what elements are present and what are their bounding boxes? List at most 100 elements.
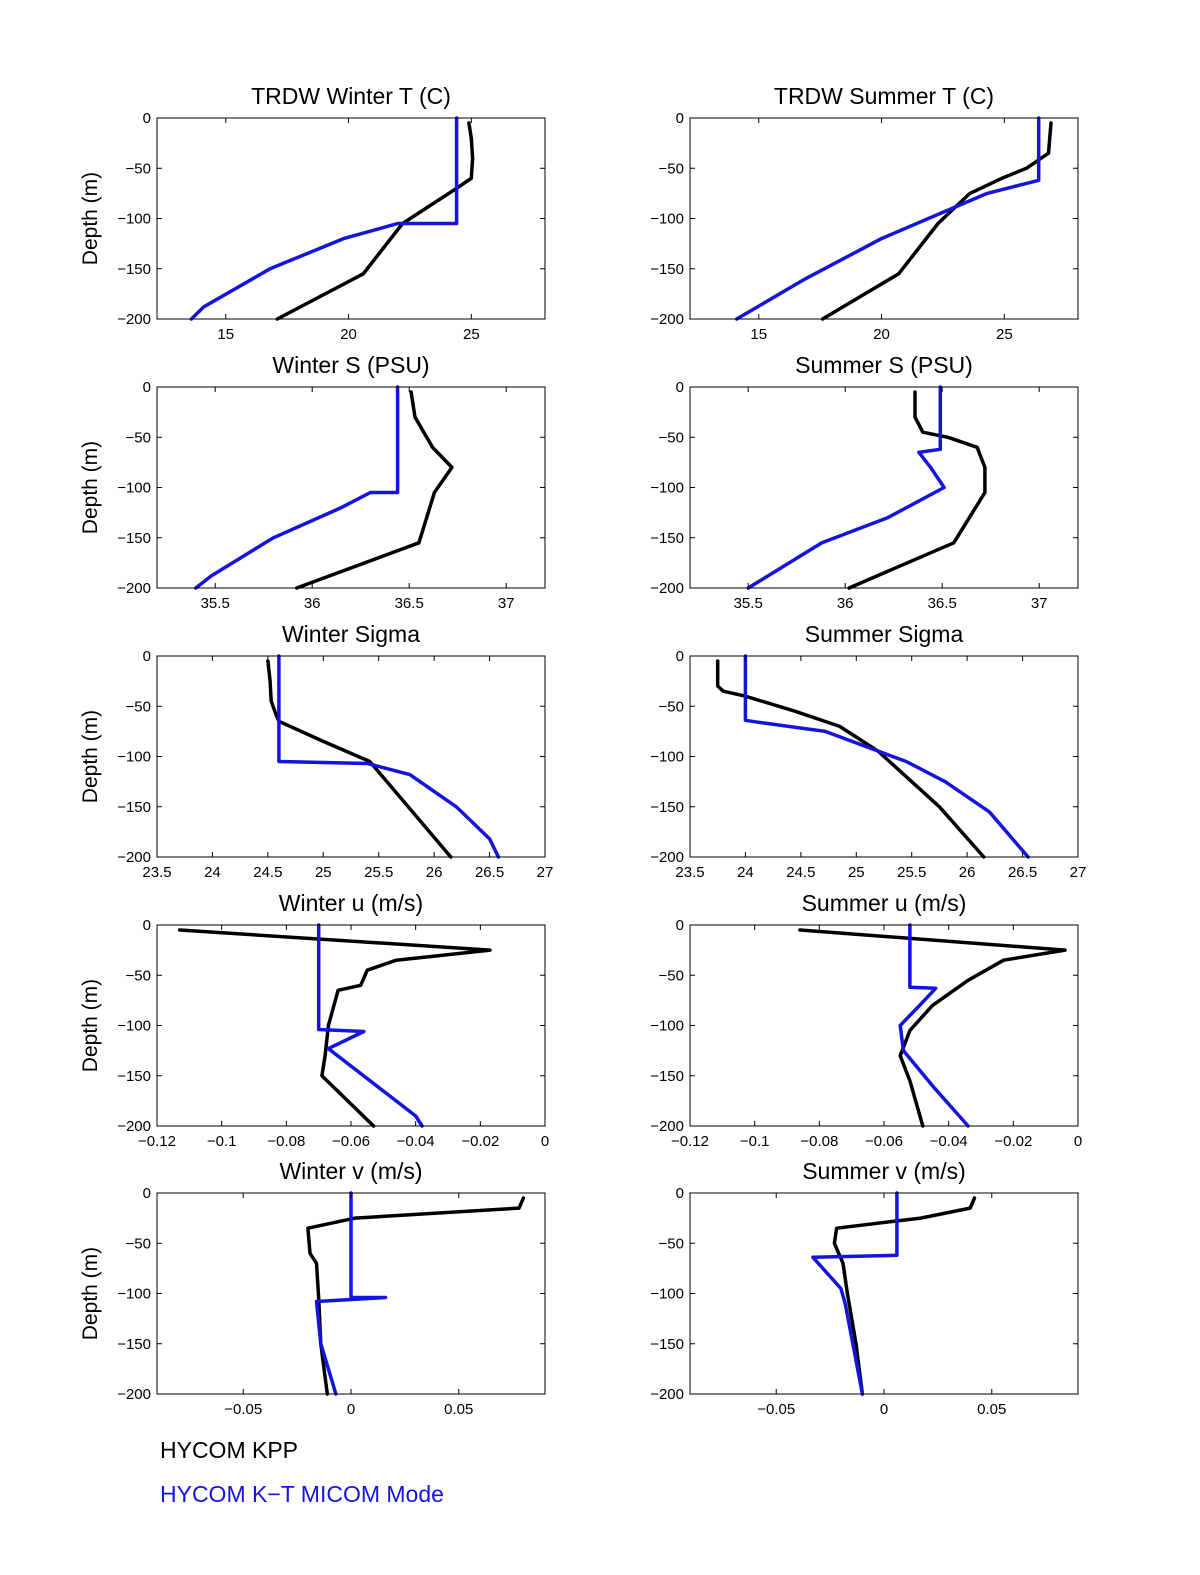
x-tick-label: 26.5 xyxy=(475,864,504,881)
y-tick-label: −100 xyxy=(650,749,684,766)
y-tick-label: 0 xyxy=(143,648,151,665)
x-tick-label: 25 xyxy=(996,326,1013,343)
y-tick-label: −200 xyxy=(117,1386,151,1403)
y-tick-label: −150 xyxy=(650,1336,684,1353)
axes-frame xyxy=(689,924,1079,1127)
x-tick-label: 20 xyxy=(873,326,890,343)
y-tick-label: −200 xyxy=(117,849,151,866)
y-tick-label: −200 xyxy=(650,1386,684,1403)
axes-frame xyxy=(156,924,546,1127)
panel-winter-u-m-s: Winter u (m/s) 0 −50 −100 −150 −200−0.12 −0.1 −… xyxy=(79,890,549,1150)
x-tick-label: 0 xyxy=(347,1401,355,1418)
x-tick-label: −0.02 xyxy=(994,1133,1032,1150)
panel-winter-s-psu: Winter S (PSU) 0 −50 −100 −150 −200 35.5 36 36.5… xyxy=(79,352,546,612)
y-tick-label: −200 xyxy=(117,311,151,328)
y-tick-label: −50 xyxy=(659,698,684,715)
y-tick-label: −50 xyxy=(126,967,151,984)
x-tick-label: −0.05 xyxy=(224,1401,262,1418)
panel-title: Summer u (m/s) xyxy=(802,890,967,916)
y-tick-label: 0 xyxy=(676,917,684,934)
x-tick-label: −0.04 xyxy=(930,1133,968,1150)
x-tick-label: 23.5 xyxy=(142,864,171,881)
y-tick-label: −200 xyxy=(117,580,151,597)
x-tick-label: 23.5 xyxy=(675,864,704,881)
y-tick-label: 0 xyxy=(143,1185,151,1202)
panel-title: Winter u (m/s) xyxy=(279,890,423,916)
panel-title: TRDW Winter T (C) xyxy=(251,83,451,109)
x-tick-label: −0.1 xyxy=(207,1133,237,1150)
x-tick-label: 27 xyxy=(1070,864,1087,881)
axes-frame xyxy=(689,117,1079,320)
series-line-kt xyxy=(746,385,946,590)
y-tick-label: 0 xyxy=(676,379,684,396)
series-line-kt xyxy=(898,923,970,1128)
y-tick-label: −150 xyxy=(117,1068,151,1085)
y-tick-label: −200 xyxy=(117,1118,151,1135)
y-tick-label: −200 xyxy=(650,1118,684,1135)
x-tick-label: 25 xyxy=(848,864,865,881)
panel-title: Summer Sigma xyxy=(805,621,964,647)
y-tick-label: −50 xyxy=(659,160,684,177)
x-tick-label: 15 xyxy=(217,326,234,343)
y-tick-label: −200 xyxy=(650,311,684,328)
series-line-kt xyxy=(194,385,400,590)
series-line-kt xyxy=(314,1191,388,1396)
panel-title: Winter S (PSU) xyxy=(272,352,429,378)
series-line-kpp xyxy=(715,659,986,859)
y-tick-label: −50 xyxy=(659,967,684,984)
x-tick-label: 35.5 xyxy=(734,595,763,612)
y-axis-label: Depth (m) xyxy=(79,1247,102,1340)
y-tick-label: −200 xyxy=(650,580,684,597)
legend-kpp: HYCOM KPP xyxy=(160,1437,299,1463)
y-tick-label: −100 xyxy=(117,1018,151,1035)
y-tick-label: −50 xyxy=(126,429,151,446)
panel-title: TRDW Summer T (C) xyxy=(774,83,994,109)
series-line-kpp xyxy=(177,928,492,1128)
series-line-kpp xyxy=(294,390,454,590)
x-tick-label: 26 xyxy=(959,864,976,881)
y-tick-label: −100 xyxy=(650,480,684,497)
panel-trdw-winter-t-c: TRDW Winter T (C) 0 −50 −100 −150 −200 15 20 25 D… xyxy=(79,83,546,343)
y-tick-label: −50 xyxy=(126,160,151,177)
series-line-kpp xyxy=(820,121,1053,321)
series-line-kt xyxy=(734,116,1041,321)
x-tick-label: 24 xyxy=(737,864,754,881)
panel-title: Summer S (PSU) xyxy=(795,352,973,378)
panel-title: Winter Sigma xyxy=(282,621,420,647)
y-tick-label: −50 xyxy=(126,1235,151,1252)
y-tick-label: −50 xyxy=(126,698,151,715)
y-tick-label: 0 xyxy=(143,110,151,127)
series-line-kt xyxy=(316,923,424,1128)
x-tick-label: −0.12 xyxy=(138,1133,176,1150)
y-tick-label: −100 xyxy=(117,211,151,228)
x-tick-label: 24.5 xyxy=(786,864,815,881)
x-tick-label: 26 xyxy=(426,864,443,881)
x-tick-label: 0 xyxy=(1074,1133,1082,1150)
axes-frame xyxy=(689,386,1079,589)
y-tick-label: −100 xyxy=(650,1018,684,1035)
panel-summer-v-m-s: Summer v (m/s) 0 −50 −100 −150 −200 −0.05 0 0.05 xyxy=(650,1158,1079,1418)
y-tick-label: −150 xyxy=(117,1336,151,1353)
axes-frame xyxy=(156,655,546,858)
y-tick-label: 0 xyxy=(676,648,684,665)
y-tick-label: −150 xyxy=(117,799,151,816)
y-tick-label: −200 xyxy=(650,849,684,866)
y-tick-label: −150 xyxy=(650,530,684,547)
y-tick-label: −150 xyxy=(650,1068,684,1085)
x-tick-label: −0.06 xyxy=(865,1133,903,1150)
panel-trdw-summer-t-c: TRDW Summer T (C) 0 −50 −100 −150 −200 15 20 25 xyxy=(650,83,1079,343)
x-tick-label: 15 xyxy=(750,326,767,343)
x-tick-label: 25 xyxy=(463,326,480,343)
y-tick-label: 0 xyxy=(143,917,151,934)
series-line-kt xyxy=(743,654,1030,859)
y-tick-label: −50 xyxy=(659,429,684,446)
x-tick-label: 0.05 xyxy=(977,1401,1006,1418)
y-tick-label: −100 xyxy=(650,211,684,228)
x-tick-label: −0.08 xyxy=(800,1133,838,1150)
series-line-kpp xyxy=(832,1196,977,1396)
panel-title: Summer v (m/s) xyxy=(802,1158,966,1184)
series-line-kpp xyxy=(275,121,475,321)
y-tick-label: −150 xyxy=(117,261,151,278)
